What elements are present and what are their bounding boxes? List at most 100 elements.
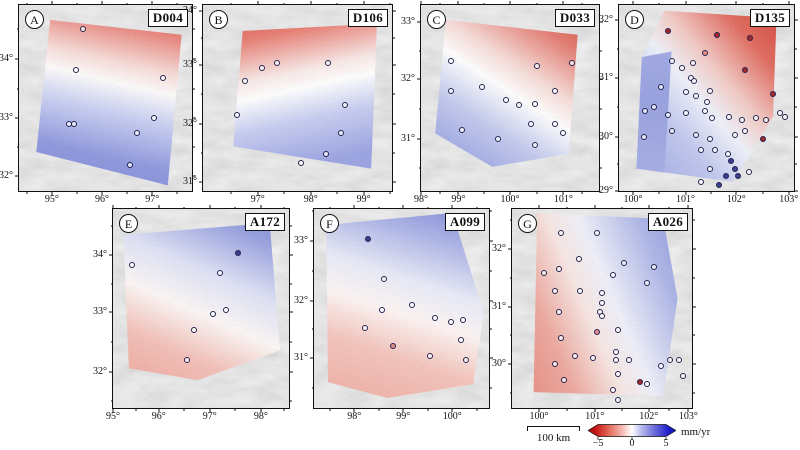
- axis-tick: [392, 64, 396, 66]
- axis-tick: [389, 191, 391, 194]
- gnss-station-marker: [560, 130, 567, 137]
- axis-tick: [192, 58, 196, 60]
- gnss-station-marker: [575, 255, 582, 262]
- axis-tick: [392, 37, 395, 39]
- axis-tick: [483, 191, 485, 194]
- gnss-station-marker: [341, 102, 348, 109]
- axis-tick: [562, 191, 564, 195]
- panel-letter-badge: F: [320, 214, 339, 233]
- gnss-station-marker: [515, 102, 522, 109]
- scale-bar-bracket: [527, 426, 580, 431]
- gnss-station-marker: [561, 377, 568, 384]
- axis-tick: [311, 328, 314, 330]
- gnss-station-marker: [593, 329, 600, 336]
- gnss-station-marker: [682, 109, 689, 116]
- colorbar-tick-label-zero: 0: [629, 438, 635, 449]
- gnss-station-marker: [379, 307, 386, 314]
- axis-tick: [418, 50, 421, 52]
- latitude-tick-label: 31°: [599, 71, 613, 83]
- axis-tick: [632, 1, 634, 5]
- axis-tick: [794, 163, 797, 165]
- latitude-tick-label: 33°: [401, 15, 415, 27]
- axis-tick: [668, 206, 670, 209]
- axis-tick: [112, 205, 114, 209]
- axis-tick: [685, 1, 686, 5]
- axis-tick: [762, 191, 763, 194]
- latitude-tick-label: 34°: [93, 248, 107, 260]
- speckle-noise: [533, 212, 678, 397]
- gnss-station-marker: [759, 135, 766, 142]
- gnss-station-marker: [222, 307, 229, 314]
- axis-tick: [509, 219, 512, 221]
- gnss-station-marker: [599, 299, 605, 306]
- axis-tick: [599, 78, 603, 80]
- gnss-station-marker: [676, 357, 683, 364]
- gnss-station-marker: [324, 59, 331, 66]
- gnss-station-marker: [707, 135, 713, 142]
- axis-tick: [260, 205, 262, 209]
- gnss-station-marker: [599, 289, 605, 296]
- axis-tick: [508, 248, 512, 250]
- gnss-station-marker: [365, 235, 372, 242]
- latitude-tick-label: 34°: [0, 52, 13, 64]
- gnss-station-marker: [636, 379, 643, 386]
- axis-tick: [599, 50, 602, 52]
- axis-tick: [735, 191, 737, 195]
- gnss-station-marker: [613, 349, 620, 356]
- axis-tick: [110, 283, 113, 285]
- latitude-tick-label: 32°: [294, 294, 308, 306]
- longitude-tick-label: 97°: [250, 194, 265, 205]
- axis-tick: [658, 2, 660, 5]
- gnss-station-marker: [447, 319, 454, 326]
- latitude-tick-label: 32°: [492, 242, 506, 254]
- latitude-tick-label: 32°: [0, 170, 13, 182]
- axis-tick: [489, 210, 492, 212]
- gnss-station-marker: [742, 128, 748, 135]
- axis-tick: [353, 408, 355, 412]
- axis-tick: [353, 205, 355, 209]
- gnss-station-marker: [273, 59, 280, 66]
- axis-tick: [692, 277, 695, 279]
- axis-tick: [616, 106, 619, 108]
- axis-tick: [794, 19, 798, 21]
- axis-tick: [200, 93, 203, 95]
- gnss-station-marker: [322, 150, 329, 157]
- map-panel-e: 95° 96° 97° 98° 34° 33° 32° E A172: [93, 205, 293, 422]
- gnss-station-marker: [668, 57, 675, 64]
- longitude-tick-label: 97°: [145, 194, 160, 205]
- gnss-station-marker: [533, 63, 540, 70]
- axis-tick: [599, 108, 602, 110]
- axis-tick: [310, 357, 314, 359]
- track-id-badge: A099: [444, 213, 485, 231]
- gnss-station-marker: [73, 67, 80, 74]
- gnss-station-marker: [665, 111, 671, 118]
- gnss-station-marker: [551, 87, 558, 94]
- speckle-noise: [233, 23, 377, 169]
- axis-tick: [417, 138, 421, 140]
- latitude-tick-label: 31°: [492, 300, 506, 312]
- scale-bar: 100 km: [527, 426, 580, 446]
- axis-tick: [329, 408, 331, 411]
- axis-tick: [260, 408, 262, 412]
- latitude-tick-label: 32°: [93, 366, 107, 378]
- gnss-station-marker: [722, 173, 729, 180]
- latitude-tick-label: 33°: [294, 234, 308, 246]
- axis-tick: [615, 136, 619, 138]
- axis-tick: [336, 191, 338, 194]
- latitude-tick-label: 30°: [492, 358, 506, 370]
- gnss-station-marker: [557, 335, 564, 342]
- longitude-tick-label: 96°: [95, 194, 110, 205]
- longitude-tick-label: 97°: [202, 411, 217, 422]
- axis-tick: [126, 2, 128, 5]
- gnss-station-marker: [572, 353, 578, 360]
- longitude-tick-label: 98°: [347, 411, 362, 422]
- axis-tick: [51, 1, 53, 5]
- panel-letter-badge: C: [427, 10, 446, 29]
- axis-tick: [135, 408, 137, 411]
- latitude-tick-label: 31°: [294, 352, 308, 364]
- gnss-station-marker: [658, 83, 664, 90]
- gnss-station-marker: [615, 371, 622, 378]
- axis-tick: [648, 205, 650, 209]
- gnss-station-marker: [731, 132, 738, 139]
- gnss-station-marker: [183, 357, 190, 364]
